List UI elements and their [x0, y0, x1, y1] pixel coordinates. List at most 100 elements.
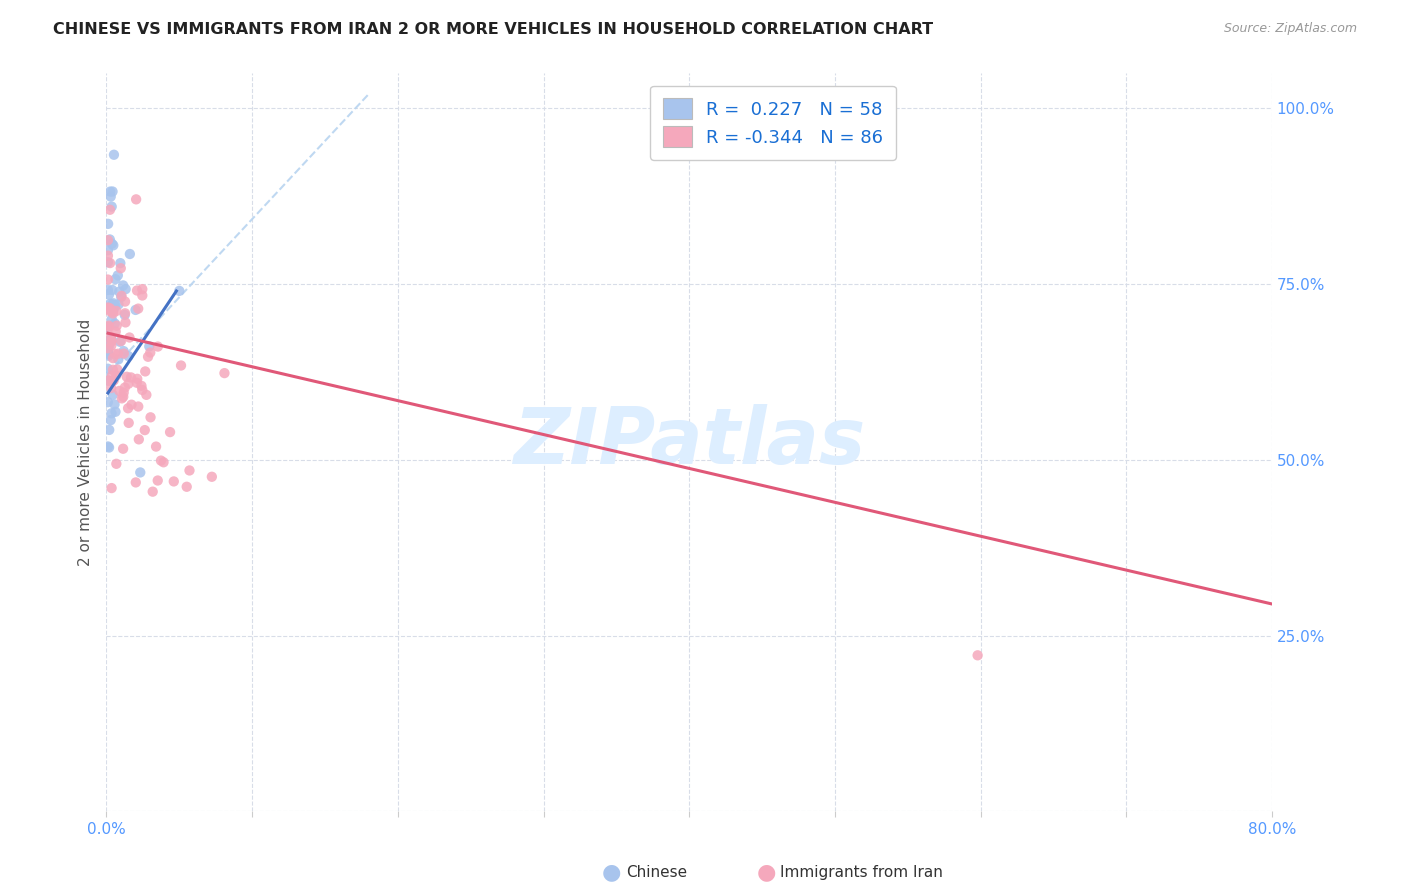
Point — [103, 397, 125, 411]
Point — [125, 475, 148, 490]
Point — [97, 233, 120, 247]
Point — [98, 256, 121, 270]
Point — [201, 469, 224, 483]
Point — [142, 484, 165, 499]
Point — [101, 351, 124, 365]
Point — [104, 405, 127, 419]
Point — [131, 288, 153, 302]
Point — [100, 413, 122, 427]
Point — [108, 285, 131, 299]
Point — [127, 301, 149, 316]
Point — [112, 385, 135, 400]
Point — [104, 317, 127, 331]
Point — [117, 349, 139, 363]
Point — [101, 363, 124, 377]
Point — [107, 347, 129, 361]
Point — [152, 455, 174, 469]
Point — [105, 304, 128, 318]
Text: Source: ZipAtlas.com: Source: ZipAtlas.com — [1223, 22, 1357, 36]
Point — [159, 425, 181, 439]
Point — [103, 147, 125, 161]
Point — [134, 423, 156, 437]
Point — [100, 481, 122, 495]
Point — [98, 304, 121, 318]
Point — [97, 255, 120, 269]
Point — [103, 302, 125, 317]
Point — [97, 347, 120, 361]
Point — [100, 334, 122, 348]
Point — [135, 388, 157, 402]
Point — [110, 256, 132, 270]
Point — [114, 294, 136, 309]
Point — [138, 339, 160, 353]
Point — [100, 200, 122, 214]
Point — [110, 289, 132, 303]
Point — [100, 332, 122, 346]
Point — [97, 374, 120, 388]
Point — [112, 390, 135, 404]
Point — [97, 272, 120, 286]
Point — [97, 318, 120, 333]
Point — [98, 423, 121, 437]
Point — [104, 298, 127, 312]
Point — [139, 345, 162, 359]
Point — [97, 244, 120, 258]
Point — [101, 283, 124, 297]
Point — [107, 268, 129, 283]
Point — [100, 333, 122, 347]
Point — [100, 330, 122, 344]
Point — [114, 282, 136, 296]
Point — [101, 368, 124, 383]
Point — [163, 475, 186, 489]
Point — [105, 457, 128, 471]
Point — [104, 272, 127, 286]
Point — [100, 189, 122, 203]
Point — [125, 376, 148, 390]
Point — [114, 315, 136, 329]
Point — [101, 375, 124, 389]
Point — [97, 283, 120, 297]
Point — [103, 296, 125, 310]
Point — [146, 474, 169, 488]
Point — [114, 381, 136, 395]
Point — [120, 370, 142, 384]
Point — [112, 442, 135, 456]
Legend: R =  0.227   N = 58, R = -0.344   N = 86: R = 0.227 N = 58, R = -0.344 N = 86 — [650, 86, 896, 160]
Point — [176, 480, 198, 494]
Point — [117, 376, 139, 391]
Point — [105, 362, 128, 376]
Point — [100, 338, 122, 352]
Point — [98, 297, 121, 311]
Point — [97, 361, 120, 376]
Point — [108, 384, 131, 398]
Point — [128, 433, 150, 447]
Point — [118, 416, 141, 430]
Point — [101, 306, 124, 320]
Point — [114, 306, 136, 320]
Point — [103, 238, 125, 252]
Point — [100, 406, 122, 420]
Point — [118, 247, 141, 261]
Point — [101, 388, 124, 402]
Point — [104, 347, 127, 361]
Text: ●: ● — [602, 863, 621, 882]
Point — [98, 287, 121, 301]
Text: ●: ● — [756, 863, 776, 882]
Text: Chinese: Chinese — [626, 865, 686, 880]
Text: ZIPatlas: ZIPatlas — [513, 404, 865, 480]
Point — [97, 395, 120, 409]
Point — [146, 340, 169, 354]
Point — [179, 463, 201, 477]
Point — [214, 366, 236, 380]
Point — [98, 441, 121, 455]
Point — [101, 297, 124, 311]
Point — [107, 352, 129, 367]
Point — [145, 440, 167, 454]
Point — [110, 290, 132, 304]
Point — [97, 301, 120, 315]
Text: Immigrants from Iran: Immigrants from Iran — [780, 865, 943, 880]
Point — [97, 336, 120, 351]
Point — [97, 373, 120, 387]
Point — [125, 284, 148, 298]
Point — [131, 379, 153, 393]
